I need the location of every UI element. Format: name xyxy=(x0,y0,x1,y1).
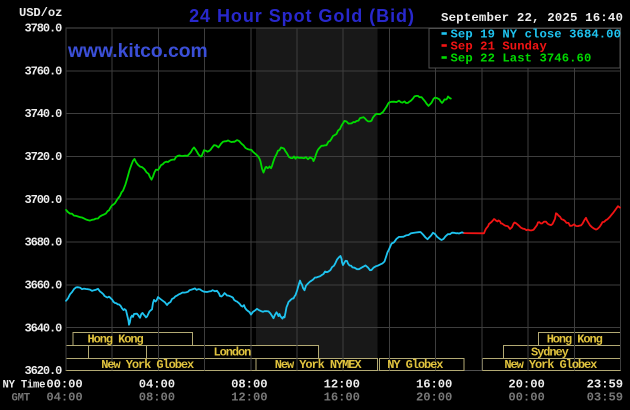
svg-text:New York Globex: New York Globex xyxy=(504,358,597,372)
svg-text:04:00: 04:00 xyxy=(46,391,82,405)
svg-text:3640.0: 3640.0 xyxy=(25,321,63,335)
svg-text:Sep 19 NY close 3684.00: Sep 19 NY close 3684.00 xyxy=(451,28,622,42)
svg-text:www.kitco.com: www.kitco.com xyxy=(67,41,208,62)
svg-text:16:00: 16:00 xyxy=(324,391,360,405)
svg-text:20:00: 20:00 xyxy=(416,391,452,405)
svg-text:New York Globex: New York Globex xyxy=(101,358,194,372)
svg-text:03:59: 03:59 xyxy=(587,391,623,405)
svg-text:USD/oz: USD/oz xyxy=(19,6,62,20)
svg-text:3740.0: 3740.0 xyxy=(25,107,63,121)
svg-text:New York NYMEX: New York NYMEX xyxy=(275,358,363,372)
svg-text:08:00: 08:00 xyxy=(231,378,267,392)
svg-text:16:00: 16:00 xyxy=(416,378,452,392)
svg-text:08:00: 08:00 xyxy=(139,391,175,405)
svg-text:Hong Kong: Hong Kong xyxy=(547,333,603,347)
svg-text:12:00: 12:00 xyxy=(324,378,360,392)
svg-text:September 22, 2025 16:40: September 22, 2025 16:40 xyxy=(441,11,623,25)
svg-text:Sep 22 Last 3746.60: Sep 22 Last 3746.60 xyxy=(451,52,592,66)
svg-text:23:59: 23:59 xyxy=(587,378,623,392)
svg-text:00:00: 00:00 xyxy=(508,391,544,405)
svg-text:24 Hour Spot Gold (Bid): 24 Hour Spot Gold (Bid) xyxy=(189,6,415,26)
svg-text:Hong Kong: Hong Kong xyxy=(88,333,144,347)
svg-text:3780.0: 3780.0 xyxy=(25,22,63,36)
svg-text:3760.0: 3760.0 xyxy=(25,64,63,78)
svg-text:NY Time: NY Time xyxy=(3,380,46,392)
svg-text:20:00: 20:00 xyxy=(508,378,544,392)
svg-text:12:00: 12:00 xyxy=(231,391,267,405)
svg-text:00:00: 00:00 xyxy=(46,378,82,392)
svg-text:3680.0: 3680.0 xyxy=(25,236,63,250)
svg-text:04:00: 04:00 xyxy=(139,378,175,392)
svg-text:3620.0: 3620.0 xyxy=(25,364,63,378)
svg-text:GMT: GMT xyxy=(12,393,31,405)
svg-text:Sep 21 Sunday: Sep 21 Sunday xyxy=(451,40,548,54)
svg-text:3660.0: 3660.0 xyxy=(25,278,63,292)
svg-text:NY Globex: NY Globex xyxy=(387,358,443,372)
svg-text:Sydney: Sydney xyxy=(531,346,569,360)
svg-text:3700.0: 3700.0 xyxy=(25,193,63,207)
svg-text:London: London xyxy=(214,346,252,360)
svg-text:3720.0: 3720.0 xyxy=(25,150,63,164)
